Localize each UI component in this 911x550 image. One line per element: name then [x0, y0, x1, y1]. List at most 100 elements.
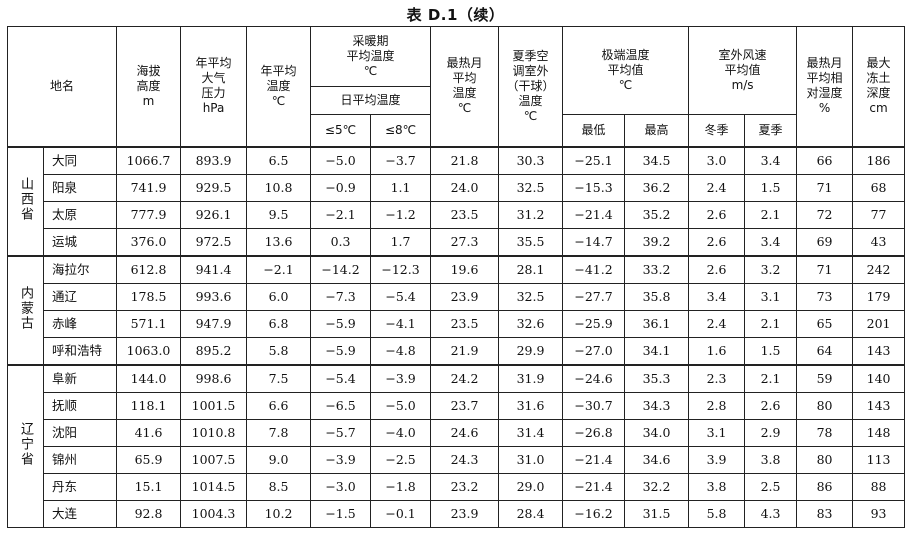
cell-hottest-month-temp: 24.0 — [430, 173, 500, 202]
cell-mean-temp: 13.6 — [246, 227, 312, 256]
cell-summer-wind: 1.5 — [744, 336, 798, 365]
cell-winter-wind: 3.9 — [688, 445, 746, 474]
cell-mean-temp: 6.5 — [246, 145, 312, 175]
cell-summer-ac-temp: 32.5 — [498, 173, 564, 202]
cell-heating-le5: 0.3 — [310, 227, 372, 256]
cell-frost-depth: 186 — [852, 145, 906, 175]
cell-summer-wind: 3.2 — [744, 254, 798, 284]
cell-winter-wind: 2.6 — [688, 227, 746, 256]
cell-heating-le8: −3.7 — [370, 145, 432, 175]
cell-extreme-max: 35.2 — [624, 200, 690, 229]
cell-extreme-min: −26.8 — [562, 418, 626, 447]
cell-winter-wind: 1.6 — [688, 336, 746, 365]
cell-heating-le5: −5.4 — [310, 363, 372, 393]
table-row: 山西省 大同 1066.7 893.9 6.5 −5.0 −3.7 21.8 30.3 −25.1… — [7, 145, 906, 256]
cell-summer-ac-temp: 29.0 — [498, 472, 564, 501]
cell-summer-wind: 3.1 — [744, 282, 798, 311]
cell-heating-le5: −5.7 — [310, 418, 372, 447]
cell-extreme-max: 34.3 — [624, 391, 690, 420]
table-row: 辽宁省 阜新 144.0 998.6 7.5 −5.4 −3.9 24.2 31.9 −24.6 3… — [7, 363, 906, 528]
header-mean-temp: 年平均 温度 ℃ — [246, 26, 312, 147]
cell-pressure: 1010.8 — [180, 418, 248, 447]
cell-frost-depth: 88 — [852, 472, 906, 501]
province-name: 内蒙古 — [18, 286, 33, 331]
cell-heating-le5: −3.9 — [310, 445, 372, 474]
cell-humidity: 65 — [796, 309, 854, 338]
cell-frost-depth: 43 — [852, 227, 906, 256]
cell-frost-depth: 140 — [852, 363, 906, 393]
cell-humidity: 80 — [796, 391, 854, 420]
cell-frost-depth: 113 — [852, 445, 906, 474]
header-place: 地名 — [6, 26, 118, 147]
cell-summer-wind: 2.1 — [744, 309, 798, 338]
cell-pressure: 929.5 — [180, 173, 248, 202]
cell-pressure: 893.9 — [180, 145, 248, 175]
cell-frost-depth: 68 — [852, 173, 906, 202]
cell-heating-le8: 1.1 — [370, 173, 432, 202]
climate-data-table: 地名 海拔 高度 m 年平均 大气 压力 hPa 年平均 温度 ℃ 采暖期 平均温度 ℃ 最热月平… — [6, 26, 906, 528]
header-wind-speed: 室外风速 平均值 m/s — [688, 26, 798, 115]
cell-hottest-month-temp: 23.5 — [430, 309, 500, 338]
header-frost-depth: 最大 冻土 深度 cm — [852, 26, 906, 147]
cell-summer-wind: 2.5 — [744, 472, 798, 501]
cell-humidity: 69 — [796, 227, 854, 256]
cell-city: 大同 — [42, 145, 118, 175]
cell-city: 阜新 — [42, 363, 118, 393]
cell-hottest-month-temp: 23.2 — [430, 472, 500, 501]
header-summer: 夏季 — [744, 114, 798, 147]
cell-hottest-month-temp: 24.2 — [430, 363, 500, 393]
cell-extreme-max: 34.5 — [624, 145, 690, 175]
cell-frost-depth: 201 — [852, 309, 906, 338]
cell-city: 赤峰 — [42, 309, 118, 338]
cell-hottest-month-temp: 23.9 — [430, 282, 500, 311]
cell-winter-wind: 2.6 — [688, 200, 746, 229]
cell-hottest-month-temp: 23.7 — [430, 391, 500, 420]
cell-mean-temp: 7.5 — [246, 363, 312, 393]
cell-extreme-max: 34.1 — [624, 336, 690, 365]
cell-frost-depth: 148 — [852, 418, 906, 447]
cell-winter-wind: 2.3 — [688, 363, 746, 393]
cell-extreme-min: −21.4 — [562, 472, 626, 501]
cell-heating-le8: −1.2 — [370, 200, 432, 229]
cell-city: 丹东 — [42, 472, 118, 501]
header-pressure: 年平均 大气 压力 hPa — [180, 26, 248, 147]
cell-heating-le5: −3.0 — [310, 472, 372, 501]
table-row: 呼和浩特 1063.0 895.2 5.8 −5.9 −4.8 21.9 29.9 −27.0 3… — [8, 336, 906, 365]
cell-frost-depth: 242 — [852, 254, 906, 284]
cell-hottest-month-temp: 19.6 — [430, 254, 500, 284]
cell-humidity: 71 — [796, 173, 854, 202]
cell-extreme-max: 31.5 — [624, 499, 690, 528]
province-name: 辽宁省 — [18, 422, 33, 467]
cell-city: 大连 — [42, 499, 118, 528]
table-row: 赤峰 571.1 947.9 6.8 −5.9 −4.1 23.5 32.6 −25.9 36.1… — [8, 309, 906, 338]
cell-humidity: 80 — [796, 445, 854, 474]
cell-city: 运城 — [42, 227, 118, 256]
cell-pressure: 926.1 — [180, 200, 248, 229]
cell-humidity: 66 — [796, 145, 854, 175]
cell-summer-wind: 3.8 — [744, 445, 798, 474]
cell-city: 通辽 — [42, 282, 118, 311]
cell-summer-wind: 2.1 — [744, 363, 798, 393]
cell-mean-temp: 9.5 — [246, 200, 312, 229]
cell-extreme-max: 33.2 — [624, 254, 690, 284]
cell-winter-wind: 2.4 — [688, 309, 746, 338]
cell-extreme-min: −25.1 — [562, 145, 626, 175]
cell-humidity: 72 — [796, 200, 854, 229]
cell-mean-temp: 6.6 — [246, 391, 312, 420]
cell-humidity: 78 — [796, 418, 854, 447]
header-min: 最低 — [562, 114, 626, 147]
cell-summer-ac-temp: 31.6 — [498, 391, 564, 420]
cell-altitude: 65.9 — [116, 445, 182, 474]
cell-altitude: 41.6 — [116, 418, 182, 447]
cell-winter-wind: 2.8 — [688, 391, 746, 420]
cell-pressure: 941.4 — [180, 254, 248, 284]
cell-extreme-max: 36.1 — [624, 309, 690, 338]
cell-summer-ac-temp: 32.5 — [498, 282, 564, 311]
header-summer-ac-temp: 夏季空 调室外 （干球） 温度 ℃ — [498, 26, 564, 147]
header-extreme-temp: 极端温度 平均值 ℃ — [562, 26, 690, 115]
cell-summer-ac-temp: 32.6 — [498, 309, 564, 338]
cell-summer-ac-temp: 30.3 — [498, 145, 564, 175]
cell-extreme-max: 32.2 — [624, 472, 690, 501]
table-row: 丹东 15.1 1014.5 8.5 −3.0 −1.8 23.2 29.0 −21.4 32.2… — [8, 472, 906, 501]
header-le8: ≤8℃ — [370, 114, 432, 147]
